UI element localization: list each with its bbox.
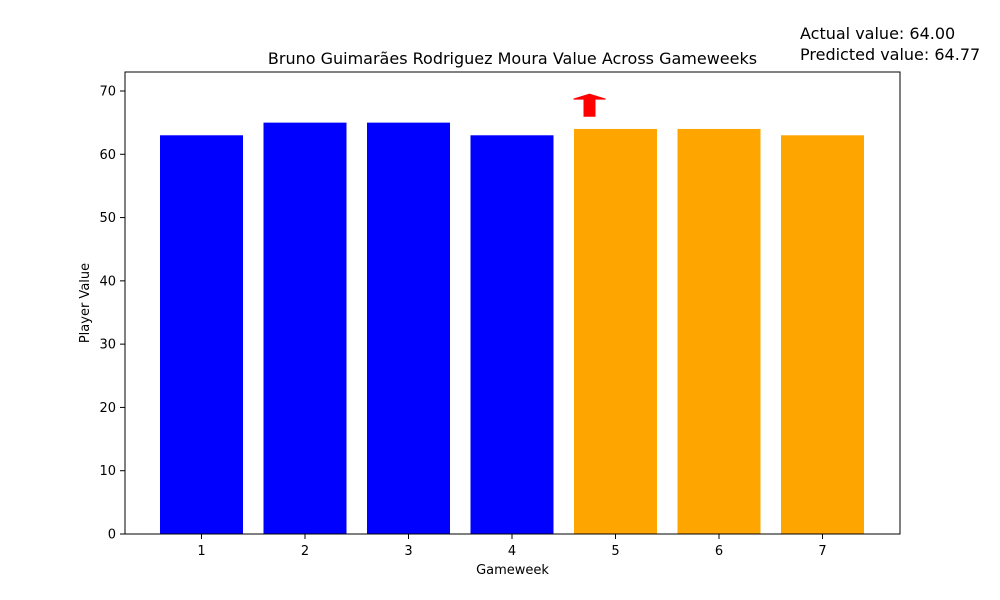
arrow-layer: [573, 93, 606, 117]
actual-value-text: Actual value: 64.00: [800, 24, 955, 43]
x-tick-label: 1: [197, 544, 205, 559]
bar-gameweek-4: [470, 135, 554, 535]
y-axis-ticks: 0 10 20 30 40 50 60 70: [99, 84, 125, 543]
y-tick-label: 50: [99, 211, 116, 226]
y-tick-label: 40: [99, 274, 116, 289]
chart-title: Bruno Guimarães Rodriguez Moura Value Ac…: [268, 49, 757, 68]
predicted-value-text: Predicted value: 64.77: [800, 45, 980, 64]
bars-group: [160, 122, 864, 535]
x-tick-label: 5: [611, 544, 619, 559]
y-tick-label: 20: [99, 401, 116, 416]
bar-gameweek-5: [574, 128, 657, 534]
y-tick-label: 60: [99, 148, 116, 163]
x-axis-label: Gameweek: [476, 563, 549, 578]
y-tick-label: 30: [99, 338, 116, 353]
x-tick-label: 7: [818, 544, 826, 559]
y-tick-label: 10: [99, 464, 116, 479]
x-tick-label: 3: [404, 544, 412, 559]
bar-gameweek-1: [160, 135, 243, 535]
y-tick-label: 70: [99, 84, 116, 99]
bar-gameweek-3: [367, 122, 450, 535]
bar-gameweek-7: [781, 135, 864, 535]
bar-gameweek-2: [263, 122, 347, 535]
y-axis-label: Player Value: [78, 263, 93, 343]
x-axis-ticks: 1 2 3 4 5 6 7: [197, 534, 827, 559]
bar-gameweek-6: [677, 128, 761, 534]
x-tick-label: 4: [508, 544, 516, 559]
prediction-arrow: [573, 93, 606, 117]
x-tick-label: 2: [301, 544, 309, 559]
x-tick-label: 6: [715, 544, 723, 559]
y-tick-label: 0: [108, 528, 116, 543]
